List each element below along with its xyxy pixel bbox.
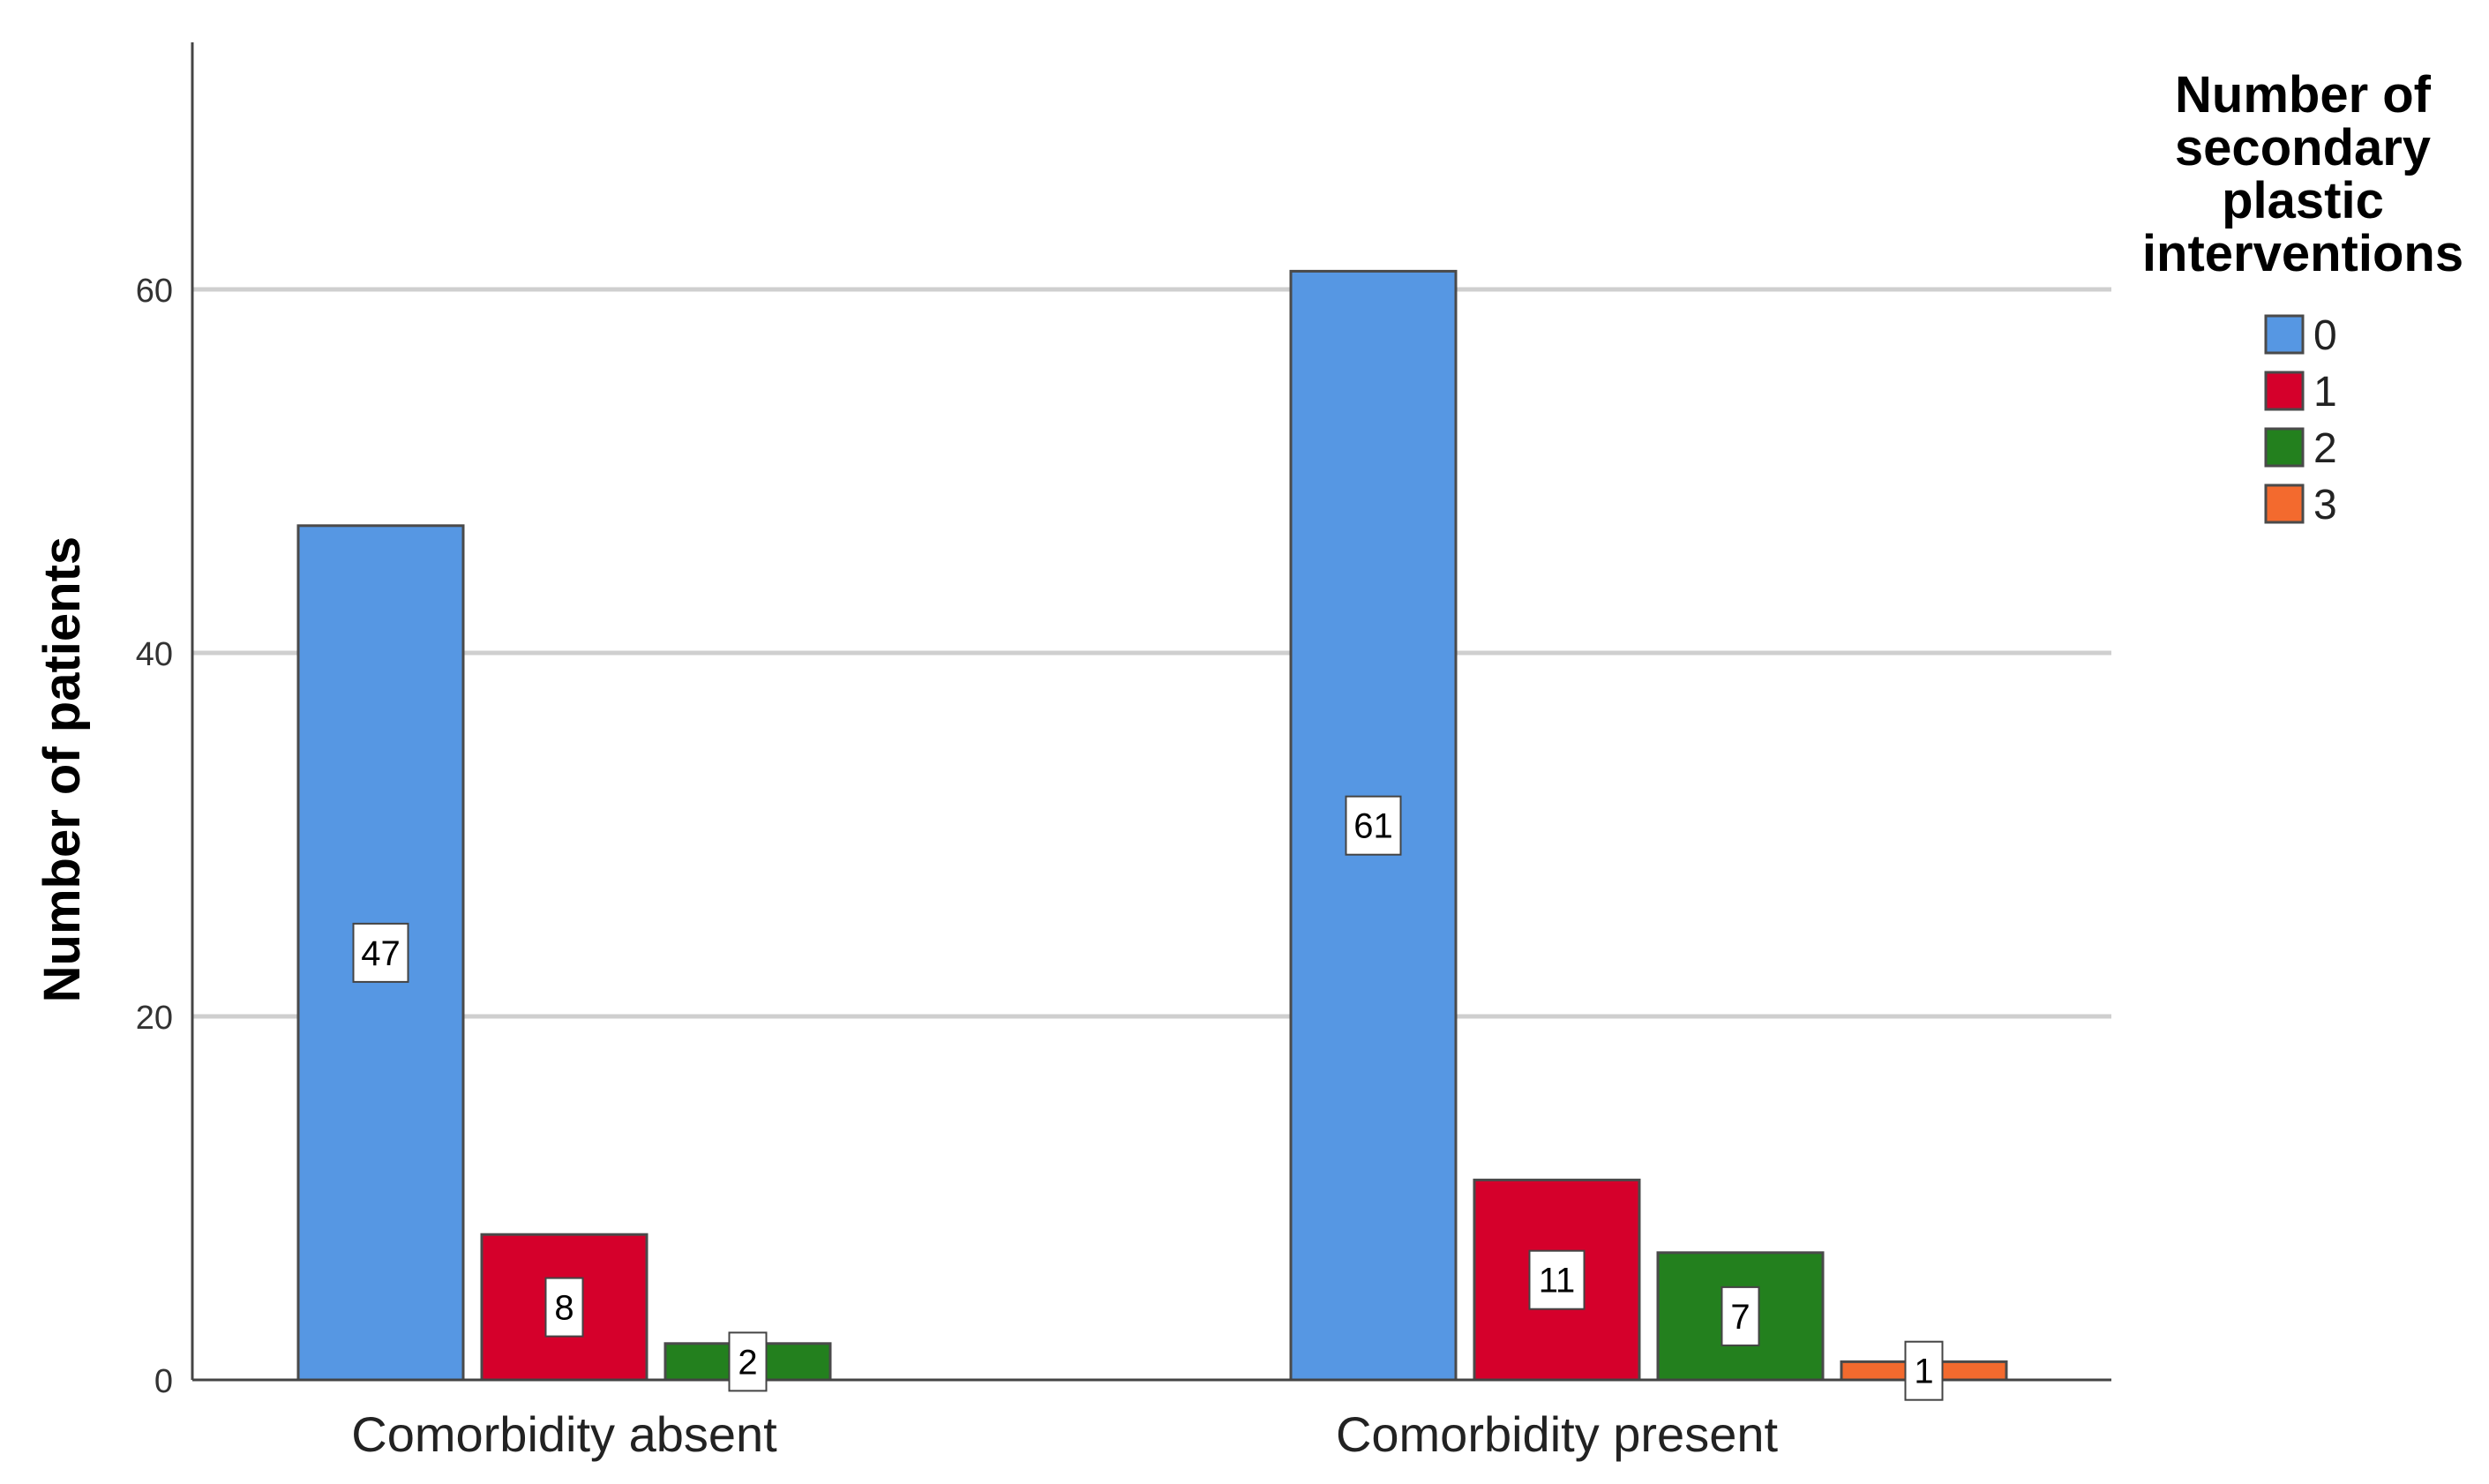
legend-swatch-2 xyxy=(2264,427,2305,468)
legend-title-line-3: interventions xyxy=(2142,225,2463,282)
legend-title-line-2: plastic xyxy=(2222,172,2384,229)
data-label-1-1: 11 xyxy=(1539,1262,1576,1300)
legend-swatch-3 xyxy=(2264,483,2305,524)
y-tick-label-40: 40 xyxy=(136,636,173,673)
legend-title-line-1: secondary xyxy=(2175,119,2431,176)
legend-swatch-0 xyxy=(2264,314,2305,355)
y-tick-labels: 0 20 40 60 xyxy=(136,273,173,1400)
data-label-0-2: 2 xyxy=(738,1343,757,1382)
data-label-box-0-0 xyxy=(352,922,409,983)
y-axis-title: Number of patients xyxy=(34,536,91,1003)
category-label-1: Comorbidity present xyxy=(1336,1406,1779,1462)
data-label-0-0: 47 xyxy=(361,934,401,973)
data-label-box-1-0 xyxy=(1345,795,1402,856)
category-labels: Comorbidity absent Comorbidity present xyxy=(351,1406,1778,1462)
data-label-box-1-2 xyxy=(1721,1285,1760,1346)
category-label-0: Comorbidity absent xyxy=(351,1406,777,1462)
legend-label-1: 1 xyxy=(2313,369,2337,416)
data-label-1-2: 7 xyxy=(1730,1298,1750,1337)
data-label-box-0-2 xyxy=(728,1331,768,1392)
legend-label-3: 3 xyxy=(2313,482,2337,528)
legend-title-line-0: Number of xyxy=(2175,66,2432,124)
bars xyxy=(296,269,2008,1382)
gridlines xyxy=(192,287,2111,1019)
legend-label-0: 0 xyxy=(2313,312,2337,359)
data-label-1-3: 1 xyxy=(1914,1353,1933,1391)
data-label-box-1-1 xyxy=(1528,1249,1586,1310)
y-tick-label-20: 20 xyxy=(136,1000,173,1037)
data-label-0-1: 8 xyxy=(554,1289,574,1328)
data-label-box-0-1 xyxy=(544,1277,584,1338)
y-tick-label-60: 60 xyxy=(136,273,173,310)
legend-label-2: 2 xyxy=(2313,425,2337,472)
data-label-1-0: 61 xyxy=(1353,807,1393,846)
axes xyxy=(191,42,2111,1382)
legend-swatch-1 xyxy=(2264,371,2305,411)
y-tick-label-0: 0 xyxy=(154,1363,173,1400)
data-labels: 47 8 2 61 11 7 1 xyxy=(352,795,1944,1401)
data-label-box-1-3 xyxy=(1904,1340,1944,1401)
